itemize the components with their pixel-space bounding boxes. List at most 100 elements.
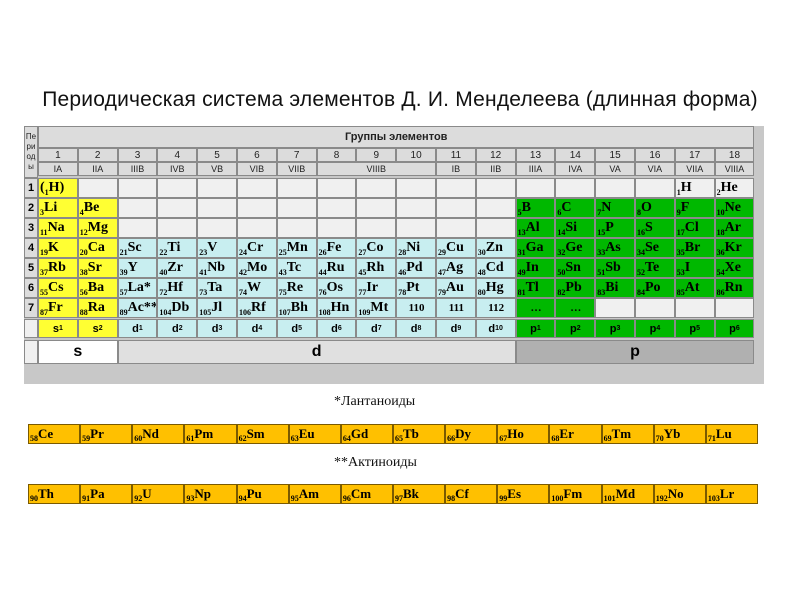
atomic-number: 31: [517, 247, 526, 257]
atomic-number: 71: [707, 433, 716, 443]
element-lu: 71 Lu: [705, 424, 758, 444]
element-cs: 55 Cs: [38, 278, 78, 298]
subgroup-label: IIB: [475, 162, 516, 176]
element-symbol: Sn: [565, 260, 581, 275]
element-nb: 41 Nb: [197, 258, 237, 278]
atomic-number: 107: [278, 307, 291, 317]
element-si: 14 Si: [555, 218, 596, 238]
element-symbol: Hn: [330, 300, 350, 315]
atomic-number: 16: [637, 227, 645, 237]
element-symbol: Tl: [525, 280, 539, 295]
atomic-number: 38: [79, 267, 88, 277]
subgroup-label: VIB: [237, 162, 277, 176]
element-symbol: Yb: [663, 426, 681, 441]
element-ne: 10 Ne: [714, 198, 755, 218]
element-symbol: N: [601, 200, 612, 215]
orbital-exponent: 2: [178, 325, 183, 332]
element-symbol: H: [48, 180, 60, 195]
atomic-number: 47: [438, 267, 446, 277]
element-symbol: As: [605, 240, 621, 255]
block-row-spacer: [24, 340, 38, 364]
element-112: 112: [475, 298, 516, 318]
element-cu: 29 Cu: [436, 238, 476, 258]
element-th: 90 Th: [28, 484, 81, 504]
element-na: 11 Na: [38, 218, 78, 238]
element-symbol: Mn: [286, 240, 308, 255]
element-: …: [515, 298, 556, 318]
element-symbol: Fr: [48, 300, 63, 315]
element-re: 75 Re: [276, 278, 317, 298]
atomic-number: 83: [597, 287, 606, 297]
group-number: 16: [635, 148, 675, 162]
element-ga: 31 Ga: [515, 238, 556, 258]
group-number: 12: [475, 148, 516, 162]
element-symbol: Li: [44, 200, 58, 215]
atomic-number: 6: [557, 207, 562, 217]
element-symbol: Na: [47, 220, 65, 235]
atomic-number: 60: [134, 433, 143, 443]
element-symbol: Tb: [403, 426, 419, 441]
period-header-text: Пе: [25, 132, 37, 141]
element-symbol: U: [142, 486, 152, 501]
element-symbol: Se: [645, 240, 659, 255]
orbital-exponent: 2: [576, 325, 581, 332]
orbital-letter: p: [649, 322, 657, 335]
orbital-d10: d 10: [475, 319, 516, 338]
element-mn: 25 Mn: [276, 238, 317, 258]
atomic-number: 29: [438, 247, 446, 257]
empty-cell: [555, 178, 596, 198]
element-symbol: Ir: [366, 280, 379, 295]
atomic-number: 46: [398, 267, 407, 277]
element-li: 3 Li: [38, 198, 78, 218]
atomic-number: 85: [676, 287, 685, 297]
atomic-number: 40: [159, 267, 168, 277]
element-y: 39 Y: [117, 258, 158, 278]
element-symbol: 112: [488, 302, 505, 314]
element-symbol: Zn: [485, 240, 503, 255]
element-mo: 42 Mo: [237, 258, 277, 278]
empty-cell: [157, 178, 198, 198]
atomic-number: 26: [318, 247, 327, 257]
element-as: 33 As: [595, 238, 635, 258]
element-cm: 96 Cm: [340, 484, 393, 504]
atomic-number: 100: [551, 493, 564, 503]
atomic-number: 59: [82, 433, 91, 443]
element-w: 74 W: [237, 278, 277, 298]
subgroup-label: VIIA: [674, 162, 715, 176]
group-number: 15: [595, 148, 635, 162]
atomic-number: 17: [676, 227, 685, 237]
atomic-number: 79: [438, 287, 446, 297]
element-symbol: Be: [83, 200, 100, 215]
group-number: 6: [237, 148, 277, 162]
atomic-number: 88: [79, 307, 88, 317]
atomic-number: 34: [637, 247, 645, 257]
group-number: 14: [555, 148, 596, 162]
orbital-letter: p: [609, 322, 617, 335]
subgroup-label: IVB: [157, 162, 198, 176]
atomic-number: 72: [159, 287, 168, 297]
empty-cell: [396, 218, 436, 238]
atomic-number: 87: [40, 307, 48, 317]
element-hn: 108 Hn: [316, 298, 357, 318]
element-symbol: Pm: [194, 426, 214, 441]
orbital-exponent: 4: [258, 325, 263, 332]
atomic-number: 92: [134, 493, 143, 503]
orbital-exponent: 2: [98, 325, 103, 332]
empty-cell: [316, 218, 357, 238]
element-jl: 105 Jl: [197, 298, 237, 318]
page-title: Периодическая система элементов Д. И. Ме…: [42, 88, 758, 111]
atomic-number: 96: [342, 493, 351, 503]
atomic-number: 11: [40, 227, 48, 237]
element-symbol: Bk: [403, 486, 419, 501]
atomic-number: 84: [637, 287, 645, 297]
element-pu: 94 Pu: [236, 484, 289, 504]
element-symbol: Sr: [87, 260, 102, 275]
element-symbol: H: [680, 180, 692, 195]
atomic-number: 39: [119, 267, 128, 277]
element-symbol: Cl: [684, 220, 699, 235]
